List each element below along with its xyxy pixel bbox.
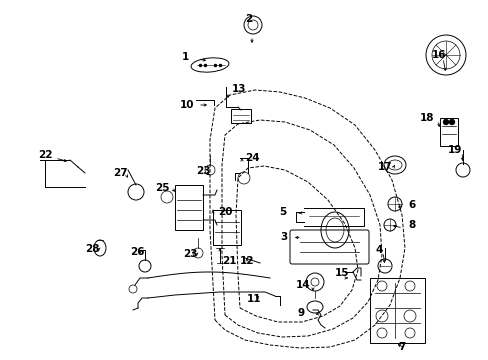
Text: 11: 11: [246, 294, 261, 304]
Text: 13: 13: [231, 84, 246, 94]
Text: 23: 23: [196, 166, 210, 176]
Text: 7: 7: [397, 342, 405, 352]
Text: 14: 14: [295, 280, 310, 290]
Text: 9: 9: [297, 308, 305, 318]
Text: 19: 19: [447, 145, 462, 155]
Text: 10: 10: [180, 100, 194, 110]
Text: 24: 24: [244, 153, 259, 163]
Text: 6: 6: [407, 200, 414, 210]
Text: 4: 4: [374, 245, 382, 255]
Text: 5: 5: [279, 207, 285, 217]
Text: 28: 28: [85, 244, 99, 254]
Text: 18: 18: [419, 113, 434, 123]
Text: 22: 22: [38, 150, 52, 160]
Text: 25: 25: [155, 183, 169, 193]
Text: 8: 8: [407, 220, 414, 230]
Circle shape: [448, 119, 454, 125]
Text: 17: 17: [377, 162, 392, 172]
Text: 16: 16: [431, 50, 446, 60]
Text: 1: 1: [182, 52, 189, 62]
Text: 27: 27: [113, 168, 127, 178]
Text: 26: 26: [130, 247, 144, 257]
Text: 21: 21: [222, 256, 236, 266]
Circle shape: [442, 119, 448, 125]
Text: 15: 15: [334, 268, 349, 278]
Text: 2: 2: [244, 14, 252, 24]
Text: 20: 20: [218, 207, 232, 217]
Text: 3: 3: [280, 232, 286, 242]
Text: 23: 23: [183, 249, 197, 259]
Text: 12: 12: [240, 256, 254, 266]
